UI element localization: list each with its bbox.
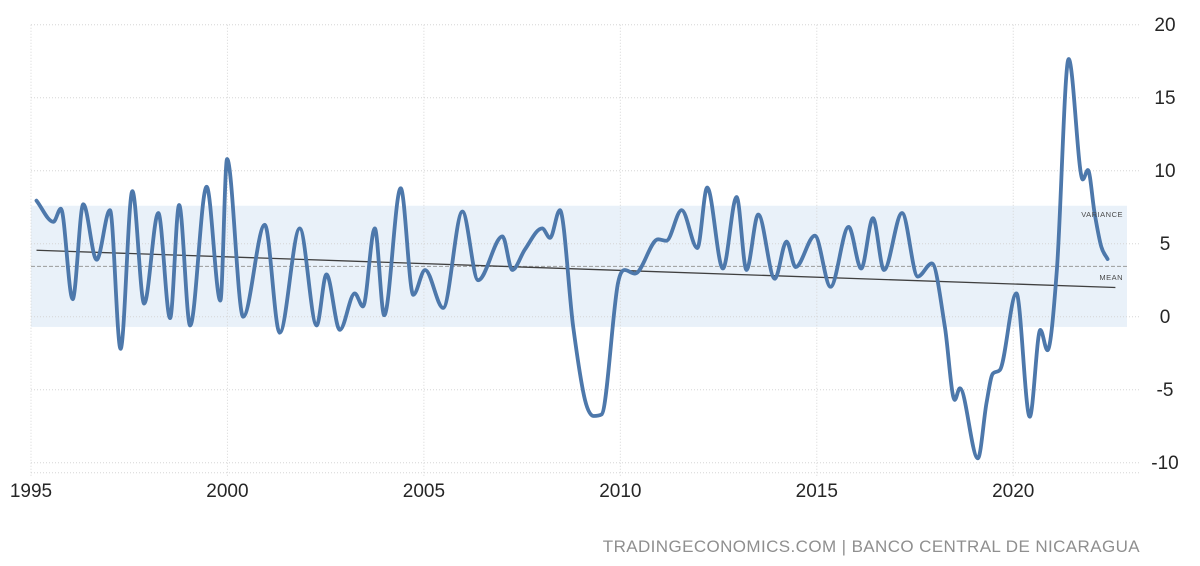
series-line[interactable] (34, 57, 1110, 461)
variance-label: VARIANCE (1081, 210, 1123, 219)
y-tick-label: 20 (1154, 15, 1175, 36)
x-tick-label: 1995 (10, 481, 52, 502)
x-tick-label: 2020 (992, 481, 1034, 502)
y-tick-label: 15 (1154, 88, 1175, 109)
y-tick-label: 0 (1160, 307, 1171, 328)
x-tick-label: 2005 (403, 481, 445, 502)
attribution: TRADINGECONOMICS.COM | BANCO CENTRAL DE … (603, 537, 1140, 557)
y-tick-label: -10 (1151, 453, 1178, 474)
y-tick-label: 10 (1154, 161, 1175, 182)
y-tick-label: -5 (1157, 380, 1174, 401)
attribution-text: TRADINGECONOMICS.COM | BANCO CENTRAL DE … (602, 537, 1140, 556)
x-tick-label: 2010 (599, 481, 641, 502)
x-tick-label: 2015 (796, 481, 838, 502)
y-tick-label: 5 (1160, 234, 1171, 255)
x-tick-label: 2000 (206, 481, 248, 502)
mean-label: MEAN (1099, 273, 1123, 282)
